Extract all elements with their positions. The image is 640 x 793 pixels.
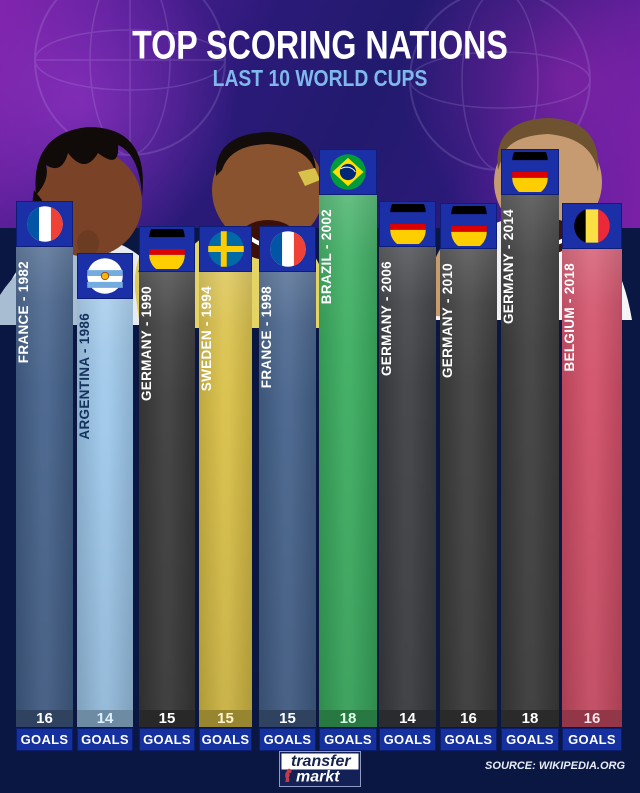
svg-text:transfer: transfer: [291, 753, 351, 770]
svg-text:markt: markt: [296, 769, 340, 786]
